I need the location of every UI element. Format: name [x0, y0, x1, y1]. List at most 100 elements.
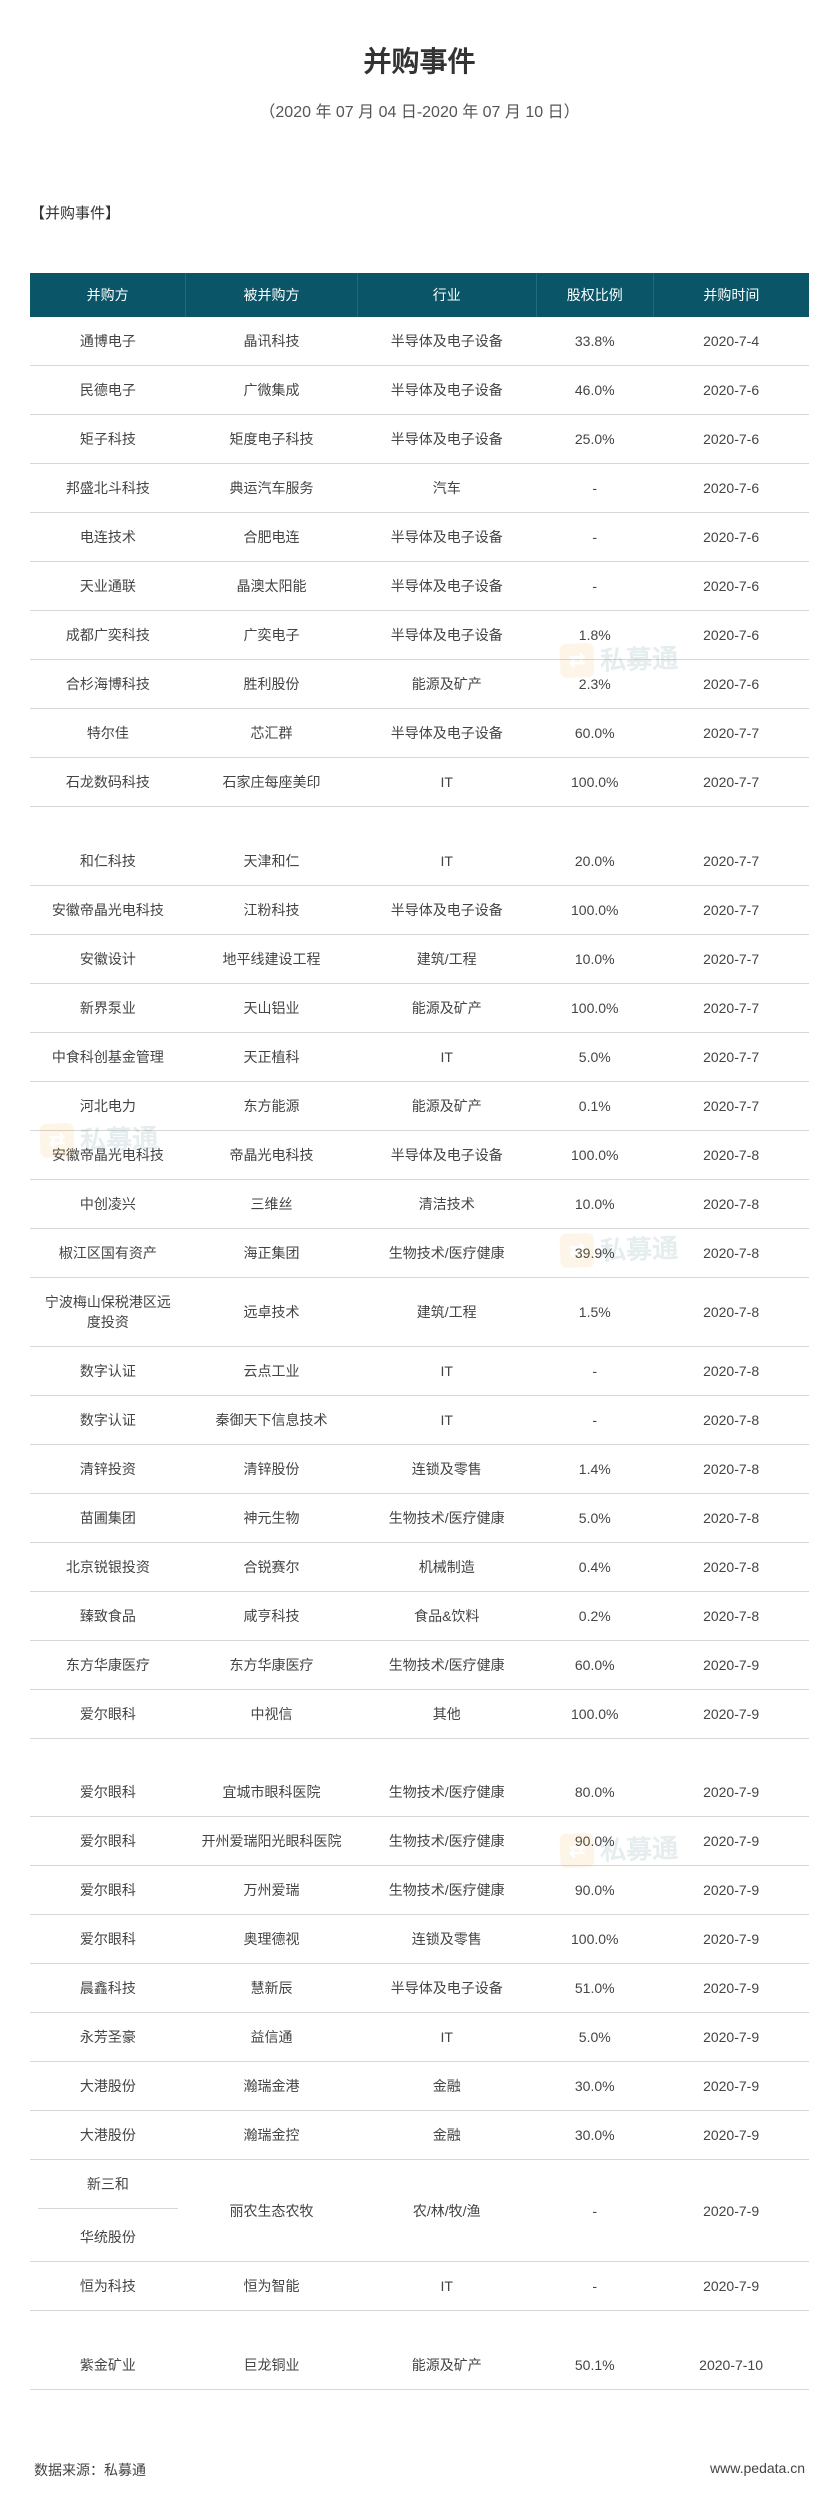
cell-target: 合肥电连: [186, 513, 357, 562]
cell-target: 神元生物: [186, 1493, 357, 1542]
table-row: 爱尔眼科中视信其他100.0%2020-7-9: [30, 1689, 809, 1738]
table-row: [30, 2311, 809, 2341]
table-row: 安徽设计地平线建设工程建筑/工程10.0%2020-7-7: [30, 934, 809, 983]
cell-acquirer: 邦盛北斗科技: [30, 464, 186, 513]
cell-ratio: 2.3%: [536, 660, 653, 709]
table-row: [30, 807, 809, 837]
cell-ratio: 100.0%: [536, 1915, 653, 1964]
cell-ratio: 100.0%: [536, 1689, 653, 1738]
table-row: 中食科创基金管理天正植科IT5.0%2020-7-7: [30, 1032, 809, 1081]
cell-acquirer: 安徽设计: [30, 934, 186, 983]
cell-acquirer: 通博电子: [30, 317, 186, 366]
table-row: 通博电子晶讯科技半导体及电子设备33.8%2020-7-4: [30, 317, 809, 366]
date-range: （2020 年 07 月 04 日-2020 年 07 月 10 日）: [30, 98, 809, 122]
table-row: 臻致食品咸亨科技食品&饮料0.2%2020-7-8: [30, 1591, 809, 1640]
table-row: 爱尔眼科奥理德视连锁及零售100.0%2020-7-9: [30, 1915, 809, 1964]
cell-ratio: 20.0%: [536, 837, 653, 886]
cell-ratio: 60.0%: [536, 709, 653, 758]
cell-date: 2020-7-8: [653, 1493, 809, 1542]
cell-date: 2020-7-6: [653, 513, 809, 562]
cell-ratio: 51.0%: [536, 1964, 653, 2013]
table-row: 椒江区国有资产海正集团生物技术/医疗健康39.9%2020-7-8: [30, 1228, 809, 1277]
cell-date: 2020-7-9: [653, 1768, 809, 1817]
cell-industry: 半导体及电子设备: [357, 317, 536, 366]
cell-industry: 半导体及电子设备: [357, 1130, 536, 1179]
col-acquirer: 并购方: [30, 273, 186, 317]
cell-industry: 半导体及电子设备: [357, 513, 536, 562]
cell-date: 2020-7-9: [653, 1964, 809, 2013]
cell-target: 云点工业: [186, 1346, 357, 1395]
gap-cell: [30, 2311, 809, 2341]
cell-date: 2020-7-7: [653, 983, 809, 1032]
cell-target: 矩度电子科技: [186, 415, 357, 464]
cell-acquirer: 新三和华统股份: [30, 2160, 186, 2262]
cell-ratio: 39.9%: [536, 1228, 653, 1277]
cell-date: 2020-7-10: [653, 2341, 809, 2390]
cell-target: 远卓技术: [186, 1277, 357, 1346]
cell-industry: 汽车: [357, 464, 536, 513]
cell-target: 清锌股份: [186, 1444, 357, 1493]
cell-target: 开州爱瑞阳光眼科医院: [186, 1817, 357, 1866]
cell-acquirer: 爱尔眼科: [30, 1866, 186, 1915]
cell-ratio: 60.0%: [536, 1640, 653, 1689]
cell-ratio: 1.5%: [536, 1277, 653, 1346]
cell-ratio: 46.0%: [536, 366, 653, 415]
cell-ratio: 33.8%: [536, 317, 653, 366]
footer-source: 数据来源：私募通: [34, 2460, 146, 2480]
table-row: 邦盛北斗科技典运汽车服务汽车-2020-7-6: [30, 464, 809, 513]
cell-target: 帝晶光电科技: [186, 1130, 357, 1179]
footer-source-value: 私募通: [104, 2462, 146, 2478]
cell-target: 晶讯科技: [186, 317, 357, 366]
cell-industry: 连锁及零售: [357, 1444, 536, 1493]
table-row: 数字认证云点工业IT-2020-7-8: [30, 1346, 809, 1395]
col-industry: 行业: [357, 273, 536, 317]
cell-industry: 建筑/工程: [357, 934, 536, 983]
cell-target: 胜利股份: [186, 660, 357, 709]
cell-ratio: 30.0%: [536, 2062, 653, 2111]
cell-industry: 生物技术/医疗健康: [357, 1228, 536, 1277]
cell-industry: 能源及矿产: [357, 1081, 536, 1130]
cell-acquirer: 中创凌兴: [30, 1179, 186, 1228]
section-label: 【并购事件】: [30, 202, 809, 223]
cell-date: 2020-7-8: [653, 1542, 809, 1591]
cell-industry: 金融: [357, 2111, 536, 2160]
cell-acquirer: 椒江区国有资产: [30, 1228, 186, 1277]
cell-date: 2020-7-7: [653, 1032, 809, 1081]
cell-ratio: 100.0%: [536, 758, 653, 807]
cell-target: 天津和仁: [186, 837, 357, 886]
merger-events-table: 并购方 被并购方 行业 股权比例 并购时间 通博电子晶讯科技半导体及电子设备33…: [30, 273, 809, 2390]
cell-acquirer: 成都广奕科技: [30, 611, 186, 660]
cell-ratio: -: [536, 1395, 653, 1444]
table-row: 安徽帝晶光电科技帝晶光电科技半导体及电子设备100.0%2020-7-8: [30, 1130, 809, 1179]
cell-acquirer: 爱尔眼科: [30, 1817, 186, 1866]
cell-target: 益信通: [186, 2013, 357, 2062]
cell-target: 瀚瑞金港: [186, 2062, 357, 2111]
cell-industry: 连锁及零售: [357, 1915, 536, 1964]
cell-acquirer: 宁波梅山保税港区远度投资: [30, 1277, 186, 1346]
gap-cell: [30, 1738, 809, 1768]
cell-industry: 生物技术/医疗健康: [357, 1817, 536, 1866]
cell-target: 芯汇群: [186, 709, 357, 758]
table-row: 安徽帝晶光电科技江粉科技半导体及电子设备100.0%2020-7-7: [30, 885, 809, 934]
cell-target: 三维丝: [186, 1179, 357, 1228]
cell-ratio: 10.0%: [536, 1179, 653, 1228]
cell-ratio: 1.8%: [536, 611, 653, 660]
cell-industry: 半导体及电子设备: [357, 562, 536, 611]
cell-acquirer: 安徽帝晶光电科技: [30, 1130, 186, 1179]
cell-industry: IT: [357, 2013, 536, 2062]
cell-target: 合锐赛尔: [186, 1542, 357, 1591]
cell-industry: IT: [357, 837, 536, 886]
cell-date: 2020-7-7: [653, 758, 809, 807]
cell-target: 万州爱瑞: [186, 1866, 357, 1915]
cell-date: 2020-7-7: [653, 1081, 809, 1130]
cell-date: 2020-7-7: [653, 885, 809, 934]
table-row: 爱尔眼科宜城市眼科医院生物技术/医疗健康80.0%2020-7-9: [30, 1768, 809, 1817]
cell-acquirer: 紫金矿业: [30, 2341, 186, 2390]
cell-target: 海正集团: [186, 1228, 357, 1277]
table-row: 合杉海博科技胜利股份能源及矿产2.3%2020-7-6: [30, 660, 809, 709]
cell-industry: 能源及矿产: [357, 660, 536, 709]
cell-industry: 半导体及电子设备: [357, 415, 536, 464]
cell-target: 广微集成: [186, 366, 357, 415]
table-row: 宁波梅山保税港区远度投资远卓技术建筑/工程1.5%2020-7-8: [30, 1277, 809, 1346]
cell-industry: IT: [357, 2262, 536, 2311]
